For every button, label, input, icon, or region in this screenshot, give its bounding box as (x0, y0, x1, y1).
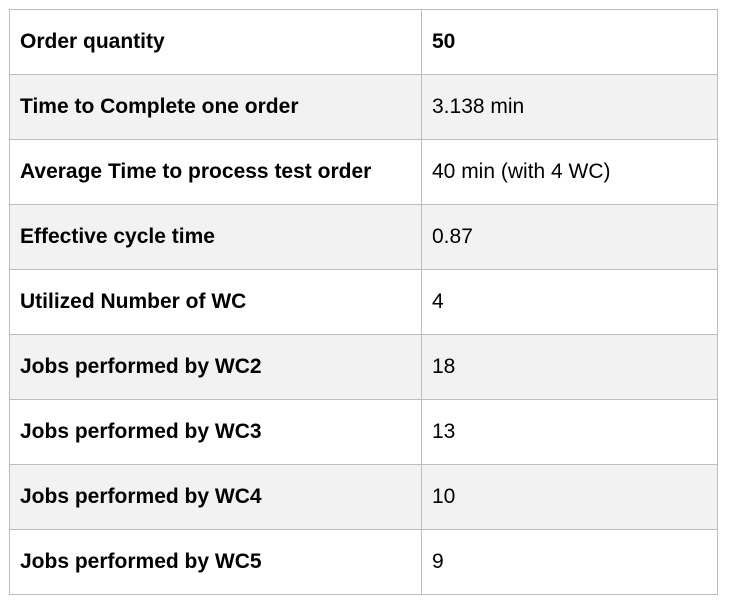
row-label: Jobs performed by WC2 (9, 334, 422, 400)
data-table-container: Order quantity 50 Time to Complete one o… (9, 9, 718, 595)
table-row: Time to Complete one order 3.138 min (9, 74, 718, 140)
row-label: Average Time to process test order (9, 139, 422, 205)
data-table: Order quantity 50 Time to Complete one o… (9, 9, 718, 595)
table-row: Average Time to process test order 40 mi… (9, 139, 718, 205)
row-label: Effective cycle time (9, 204, 422, 270)
table-row: Order quantity 50 (9, 9, 718, 75)
row-label: Order quantity (9, 9, 422, 75)
table-row: Utilized Number of WC 4 (9, 269, 718, 335)
row-value: 10 (421, 464, 718, 530)
row-value: 0.87 (421, 204, 718, 270)
table-row: Jobs performed by WC4 10 (9, 464, 718, 530)
row-label: Jobs performed by WC5 (9, 529, 422, 595)
row-value: 3.138 min (421, 74, 718, 140)
row-label: Jobs performed by WC4 (9, 464, 422, 530)
table-row: Jobs performed by WC5 9 (9, 529, 718, 595)
row-label: Jobs performed by WC3 (9, 399, 422, 465)
row-value: 4 (421, 269, 718, 335)
row-value: 40 min (with 4 WC) (421, 139, 718, 205)
row-value: 18 (421, 334, 718, 400)
table-row: Jobs performed by WC2 18 (9, 334, 718, 400)
table-row: Jobs performed by WC3 13 (9, 399, 718, 465)
row-value: 9 (421, 529, 718, 595)
row-value: 50 (421, 9, 718, 75)
row-label: Time to Complete one order (9, 74, 422, 140)
row-value: 13 (421, 399, 718, 465)
row-label: Utilized Number of WC (9, 269, 422, 335)
table-row: Effective cycle time 0.87 (9, 204, 718, 270)
